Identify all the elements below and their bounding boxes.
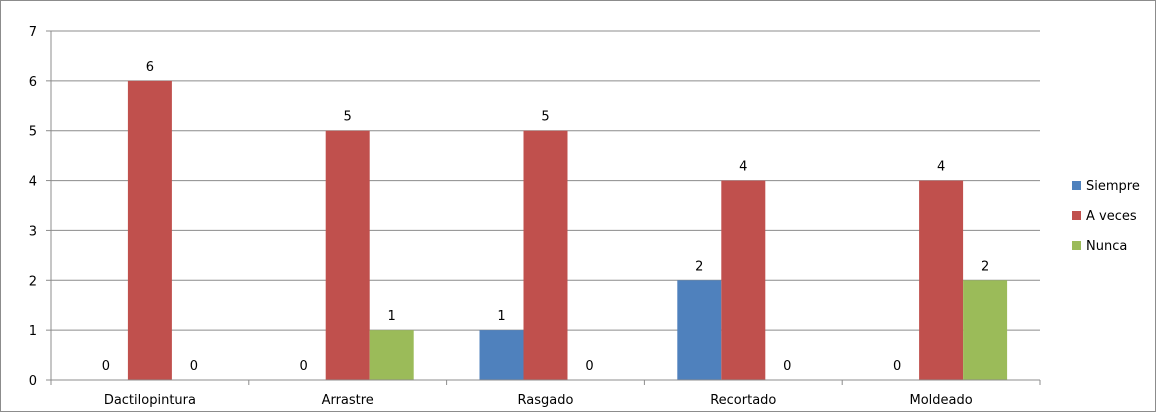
data-label: 6 — [146, 60, 154, 75]
legend-swatch — [1072, 211, 1081, 220]
bar-a-veces — [523, 130, 568, 380]
data-label: 2 — [981, 259, 989, 274]
legend-swatch — [1072, 181, 1081, 190]
bar-a-veces — [325, 130, 370, 380]
data-label: 0 — [102, 359, 110, 374]
bars — [127, 80, 1008, 380]
bar-a-veces — [919, 180, 964, 380]
data-label: 0 — [190, 359, 198, 374]
x-tick-label: Dactilopintura — [104, 393, 196, 408]
data-labels: 0 0 1 2 0 6 5 5 4 4 0 1 0 0 2 — [102, 60, 989, 374]
y-tick-label: 1 — [29, 324, 37, 339]
bar-nunca — [369, 330, 414, 380]
legend-swatch — [1072, 241, 1081, 250]
data-label: 5 — [344, 110, 352, 125]
y-tick-label: 4 — [29, 175, 37, 190]
x-tick-label: Moldeado — [909, 393, 972, 408]
data-label: 0 — [585, 359, 593, 374]
y-tick-label: 7 — [29, 25, 37, 40]
x-tick-label: Rasgado — [518, 393, 574, 408]
axes: 0 1 2 3 4 5 6 7 Dactilopintura Arrastre Rasgado Rec… — [29, 25, 1041, 408]
data-label: 1 — [497, 309, 505, 324]
data-label: 0 — [893, 359, 901, 374]
bar-siempre — [677, 280, 722, 380]
legend-label: Siempre — [1086, 179, 1140, 194]
y-tick-label: 2 — [29, 274, 37, 289]
data-label: 1 — [388, 309, 396, 324]
bar-a-veces — [127, 80, 172, 380]
data-label: 0 — [783, 359, 791, 374]
y-tick-label: 0 — [29, 374, 37, 389]
data-label: 4 — [937, 160, 945, 175]
data-label: 0 — [300, 359, 308, 374]
data-label: 5 — [541, 110, 549, 125]
bar-nunca — [963, 280, 1008, 380]
bar-a-veces — [721, 180, 766, 380]
x-tick-label: Arrastre — [322, 393, 374, 408]
legend-label: Nunca — [1086, 239, 1127, 254]
legend-label: A veces — [1086, 209, 1137, 224]
legend: Siempre A veces Nunca — [1072, 179, 1140, 254]
x-tick-label: Recortado — [710, 393, 776, 408]
y-tick-label: 6 — [29, 75, 37, 90]
y-tick-label: 5 — [29, 125, 37, 140]
data-label: 4 — [739, 160, 747, 175]
data-label: 2 — [695, 259, 703, 274]
y-tick-label: 3 — [29, 224, 37, 239]
bar-siempre — [479, 330, 524, 380]
